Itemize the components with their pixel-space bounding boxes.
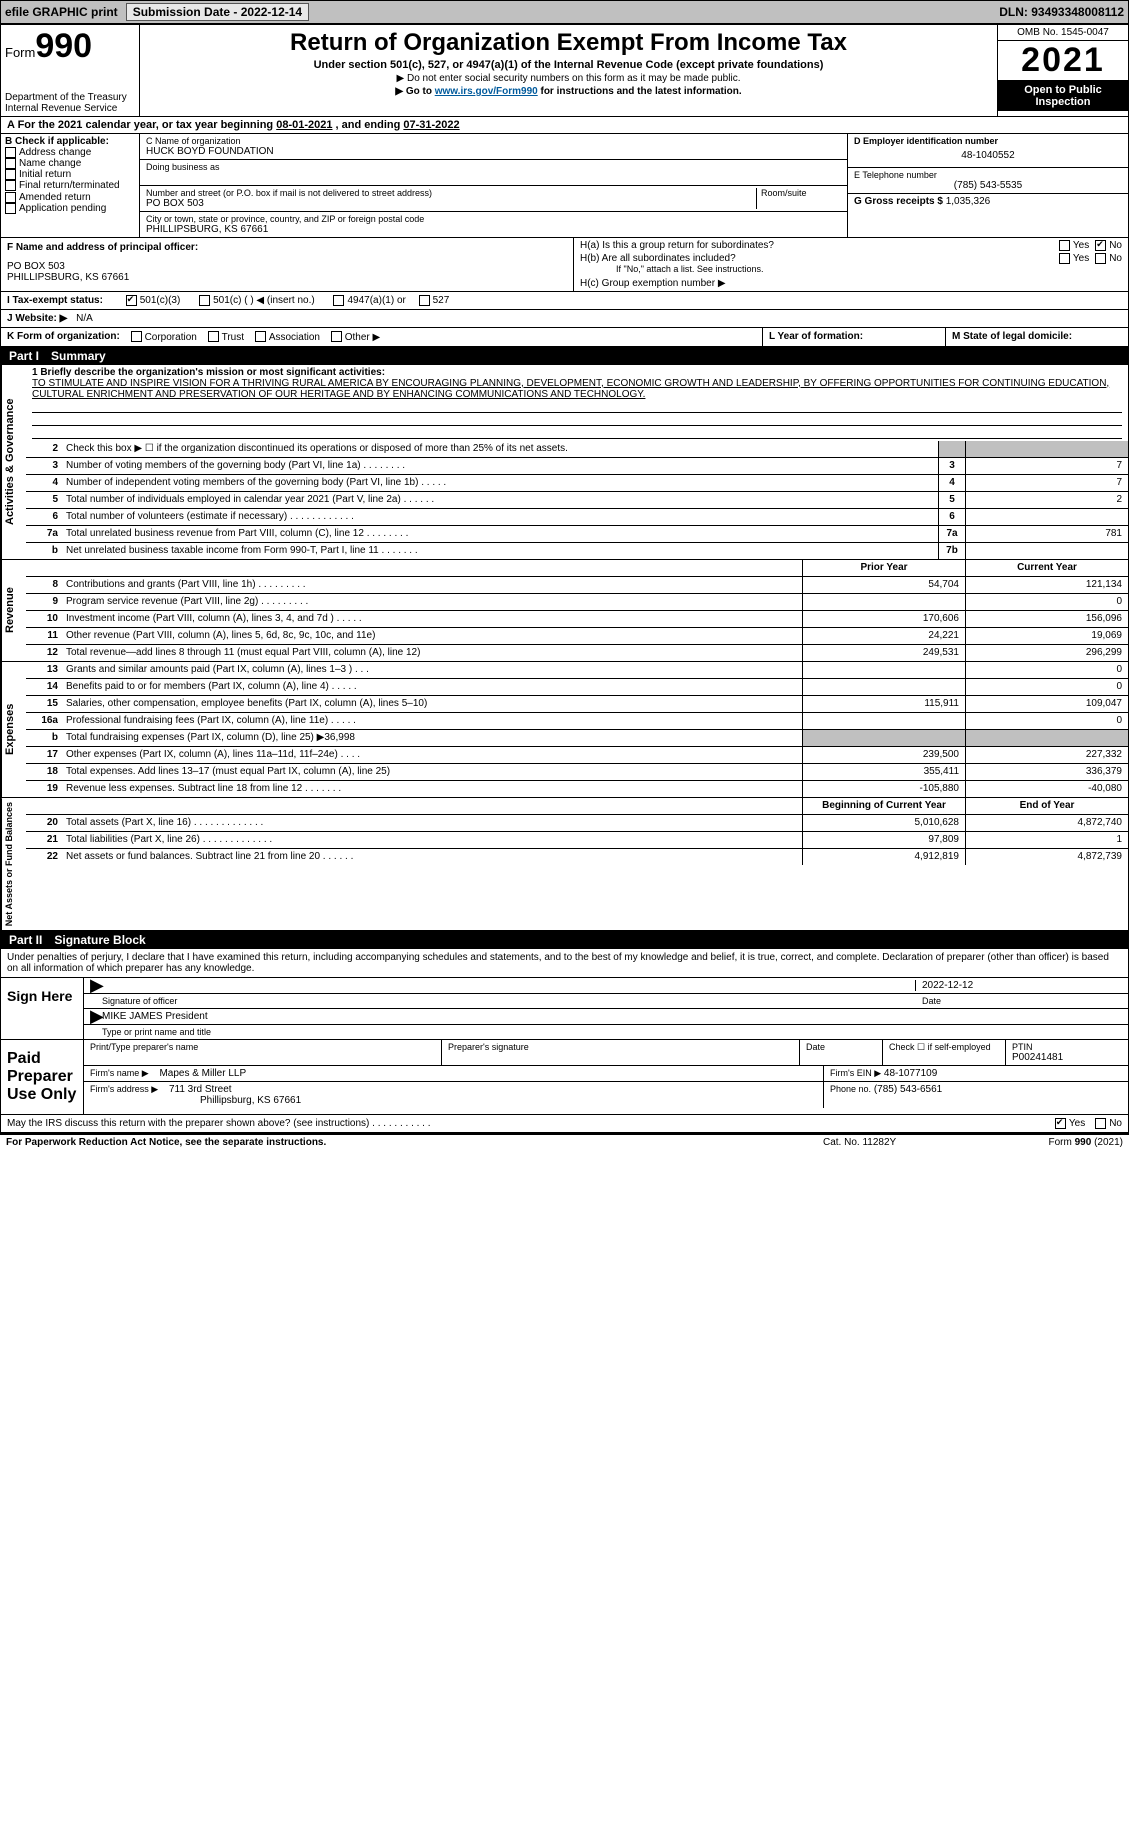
form-id-block: Form990 Department of the Treasury Inter… (1, 25, 140, 116)
section-revenue: Revenue Prior Year Current Year 8Contrib… (1, 560, 1128, 662)
summary-line: 21Total liabilities (Part X, line 26) . … (26, 832, 1128, 849)
part-ii-header: Part II Signature Block (1, 931, 1128, 949)
summary-line: 5Total number of individuals employed in… (26, 492, 1128, 509)
discuss-no[interactable]: No (1095, 1118, 1122, 1129)
efile-topbar: efile GRAPHIC print Submission Date - 20… (0, 0, 1129, 24)
summary-line: 19Revenue less expenses. Subtract line 1… (26, 781, 1128, 797)
signature-section: Under penalties of perjury, I declare th… (1, 949, 1128, 1133)
chk-amended[interactable]: Amended return (5, 192, 135, 203)
officer-name: MIKE JAMES President (102, 1011, 1122, 1022)
website-value: N/A (76, 313, 93, 324)
summary-line: 8Contributions and grants (Part VIII, li… (26, 577, 1128, 594)
mission-text: TO STIMULATE AND INSPIRE VISION FOR A TH… (32, 378, 1122, 400)
firm-name: Mapes & Miller LLP (159, 1068, 246, 1079)
summary-line: 7aTotal unrelated business revenue from … (26, 526, 1128, 543)
section-expenses: Expenses 13Grants and similar amounts pa… (1, 662, 1128, 798)
ha-no[interactable]: No (1095, 240, 1122, 251)
summary-line: 6Total number of volunteers (estimate if… (26, 509, 1128, 526)
chk-trust[interactable]: Trust (208, 332, 244, 343)
col-d-contact: D Employer identification number 48-1040… (848, 134, 1128, 237)
summary-line: 10Investment income (Part VIII, column (… (26, 611, 1128, 628)
summary-line: bNet unrelated business taxable income f… (26, 543, 1128, 559)
chk-527[interactable]: 527 (419, 295, 450, 306)
col-c-identity: C Name of organization HUCK BOYD FOUNDAT… (140, 134, 848, 237)
arrow-icon: ▶ (90, 1011, 102, 1022)
chk-final[interactable]: Final return/terminated (5, 180, 135, 191)
chk-address[interactable]: Address change (5, 147, 135, 158)
summary-line: 22Net assets or fund balances. Subtract … (26, 849, 1128, 865)
irs-link[interactable]: www.irs.gov/Form990 (435, 86, 538, 97)
org-name: HUCK BOYD FOUNDATION (146, 146, 841, 157)
mission-block: 1 Briefly describe the organization's mi… (26, 365, 1128, 441)
chk-other[interactable]: Other ▶ (331, 332, 380, 343)
form-org-row: K Form of organization: Corporation Trus… (1, 328, 1128, 345)
chk-corp[interactable]: Corporation (131, 332, 197, 343)
page-footer: For Paperwork Reduction Act Notice, see … (0, 1134, 1129, 1150)
summary-line: 9Program service revenue (Part VIII, lin… (26, 594, 1128, 611)
summary-line: bTotal fundraising expenses (Part IX, co… (26, 730, 1128, 747)
sign-here-block: Sign Here ▶ 2022-12-12 Signature of offi… (1, 977, 1128, 1040)
form-title-block: Return of Organization Exempt From Incom… (140, 25, 997, 116)
tax-year: 2021 (998, 41, 1128, 81)
summary-line: 15Salaries, other compensation, employee… (26, 696, 1128, 713)
hb-yes[interactable]: Yes (1059, 253, 1089, 264)
org-city: PHILLIPSBURG, KS 67661 (146, 224, 841, 235)
open-to-public: Open to Public Inspection (998, 81, 1128, 111)
submission-date-btn[interactable]: Submission Date - 2022-12-14 (126, 3, 309, 21)
section-activities: Activities & Governance 1 Briefly descri… (1, 365, 1128, 560)
dln: DLN: 93493348008112 (999, 5, 1124, 19)
tax-exempt-row: I Tax-exempt status: 501(c)(3) 501(c) ( … (1, 292, 1128, 310)
chk-501c3[interactable]: 501(c)(3) (126, 295, 181, 306)
org-street: PO BOX 503 (146, 198, 756, 209)
paid-preparer-block: Paid Preparer Use Only Print/Type prepar… (1, 1040, 1128, 1115)
chk-assoc[interactable]: Association (255, 332, 320, 343)
discuss-row: May the IRS discuss this return with the… (1, 1115, 1128, 1133)
entity-block: B Check if applicable: Address change Na… (1, 134, 1128, 238)
summary-line: 17Other expenses (Part IX, column (A), l… (26, 747, 1128, 764)
form-year-block: OMB No. 1545-0047 2021 Open to Public In… (997, 25, 1128, 116)
arrow-icon: ▶ (90, 980, 102, 991)
principal-officer: F Name and address of principal officer:… (1, 238, 574, 291)
summary-line: 18Total expenses. Add lines 13–17 (must … (26, 764, 1128, 781)
ein: 48-1040552 (854, 146, 1122, 165)
summary-line: 12Total revenue—add lines 8 through 11 (… (26, 645, 1128, 661)
summary-line: 3Number of voting members of the governi… (26, 458, 1128, 475)
phone: (785) 543-5535 (854, 180, 1122, 191)
group-return-block: H(a) Is this a group return for subordin… (574, 238, 1128, 291)
perjury-declaration: Under penalties of perjury, I declare th… (1, 949, 1128, 977)
chk-4947[interactable]: 4947(a)(1) or (333, 295, 405, 306)
instructions-link-row: ▶ Go to www.irs.gov/Form990 for instruct… (146, 86, 991, 97)
chk-name[interactable]: Name change (5, 158, 135, 169)
officer-group-block: F Name and address of principal officer:… (1, 238, 1128, 347)
summary-line: 4Number of independent voting members of… (26, 475, 1128, 492)
firm-ein: 48-1077109 (884, 1068, 937, 1079)
summary-line: 11Other revenue (Part VIII, column (A), … (26, 628, 1128, 645)
form-header: Form990 Department of the Treasury Inter… (1, 25, 1128, 117)
website-row: J Website: ▶ N/A (1, 310, 1128, 328)
part-i-header: Part I Summary (1, 347, 1128, 365)
omb-number: OMB No. 1545-0047 (998, 25, 1128, 41)
form-title: Return of Organization Exempt From Incom… (146, 29, 991, 57)
firm-phone: (785) 543-6561 (874, 1084, 942, 1095)
form-990-page: Form990 Department of the Treasury Inter… (0, 24, 1129, 1134)
summary-table: Activities & Governance 1 Briefly descri… (1, 365, 1128, 931)
tax-year-range: A For the 2021 calendar year, or tax yea… (1, 117, 1128, 134)
chk-pending[interactable]: Application pending (5, 203, 135, 214)
summary-line: 20Total assets (Part X, line 16) . . . .… (26, 815, 1128, 832)
efile-label: efile GRAPHIC print (5, 5, 118, 19)
summary-line: 13Grants and similar amounts paid (Part … (26, 662, 1128, 679)
chk-initial[interactable]: Initial return (5, 169, 135, 180)
sig-date: 2022-12-12 (915, 980, 1122, 991)
ptin: P00241481 (1012, 1052, 1122, 1063)
ha-yes[interactable]: Yes (1059, 240, 1089, 251)
gross-receipts: 1,035,326 (946, 196, 991, 207)
hb-no[interactable]: No (1095, 253, 1122, 264)
col-b-checkboxes: B Check if applicable: Address change Na… (1, 134, 140, 237)
section-netassets: Net Assets or Fund Balances Beginning of… (1, 798, 1128, 930)
summary-line: 16aProfessional fundraising fees (Part I… (26, 713, 1128, 730)
summary-line: 14Benefits paid to or for members (Part … (26, 679, 1128, 696)
chk-501c[interactable]: 501(c) ( ) ◀ (insert no.) (199, 295, 315, 306)
discuss-yes[interactable]: Yes (1055, 1118, 1085, 1129)
